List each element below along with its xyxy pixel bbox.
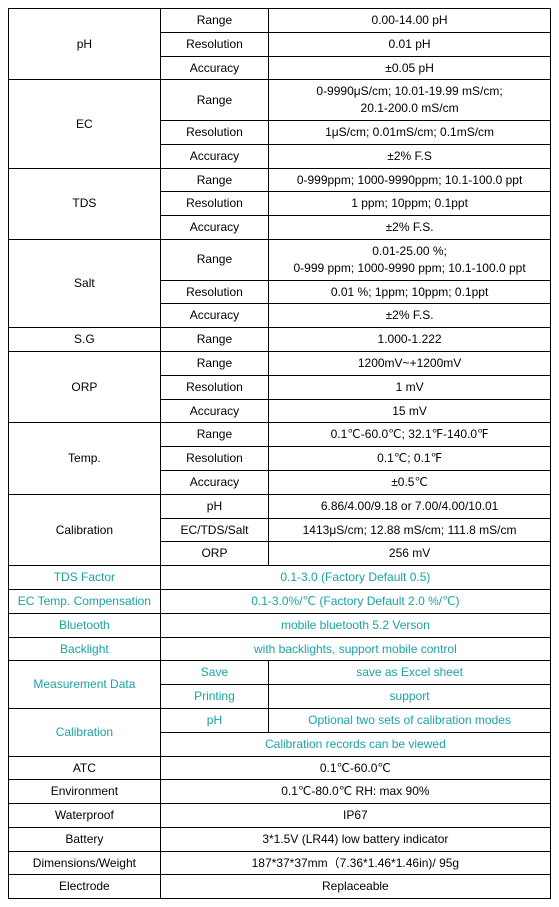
- calibration-ph-label: pH: [160, 494, 268, 518]
- ec-range-label: Range: [160, 80, 268, 121]
- calibration2-ph-value: Optional two sets of calibration modes: [269, 708, 551, 732]
- orp-range-value: 1200mV~+1200mV: [269, 351, 551, 375]
- ec-resolution-value: 1μS/cm; 0.01mS/cm; 0.1mS/cm: [269, 120, 551, 144]
- orp-resolution-label: Resolution: [160, 375, 268, 399]
- temp-label: Temp.: [9, 423, 161, 494]
- temp-resolution-value: 0.1℃; 0.1℉: [269, 447, 551, 471]
- calibration2-label: Calibration: [9, 708, 161, 756]
- ec-range-value: 0-9990μS/cm; 10.01-19.99 mS/cm;20.1-200.…: [269, 80, 551, 121]
- calibration-orp-value: 256 mV: [269, 542, 551, 566]
- waterproof-label: Waterproof: [9, 804, 161, 828]
- atc-value: 0.1℃-60.0℃: [160, 756, 550, 780]
- dimensions-label: Dimensions/Weight: [9, 851, 161, 875]
- environment-value: 0.1℃-80.0℃ RH: max 90%: [160, 780, 550, 804]
- tds-factor-label: TDS Factor: [9, 566, 161, 590]
- tds-range-value: 0-999ppm; 1000-9990ppm; 10.1-100.0 ppt: [269, 168, 551, 192]
- battery-label: Battery: [9, 827, 161, 851]
- ec-resolution-label: Resolution: [160, 120, 268, 144]
- orp-range-label: Range: [160, 351, 268, 375]
- tds-resolution-label: Resolution: [160, 192, 268, 216]
- environment-label: Environment: [9, 780, 161, 804]
- tds-label: TDS: [9, 168, 161, 239]
- ec-accuracy-label: Accuracy: [160, 144, 268, 168]
- tds-accuracy-label: Accuracy: [160, 216, 268, 240]
- measurement-data-print-label: Printing: [160, 685, 268, 709]
- tds-resolution-value: 1 ppm; 10ppm; 0.1ppt: [269, 192, 551, 216]
- salt-range-value: 0.01-25.00 %;0-999 ppm; 1000-9990 ppm; 1…: [269, 239, 551, 280]
- calibration2-records: Calibration records can be viewed: [160, 732, 550, 756]
- salt-resolution-label: Resolution: [160, 280, 268, 304]
- calibration-ects-value: 1413μS/cm; 12.88 mS/cm; 111.8 mS/cm: [269, 518, 551, 542]
- electrode-value: Replaceable: [160, 875, 550, 899]
- ph-accuracy-value: ±0.05 pH: [269, 56, 551, 80]
- ec-label: EC: [9, 80, 161, 168]
- spec-table: pH Range 0.00-14.00 pH Resolution 0.01 p…: [8, 8, 551, 899]
- atc-label: ATC: [9, 756, 161, 780]
- ph-resolution-label: Resolution: [160, 32, 268, 56]
- orp-accuracy-value: 15 mV: [269, 399, 551, 423]
- measurement-data-label: Measurement Data: [9, 661, 161, 709]
- ec-accuracy-value: ±2% F.S: [269, 144, 551, 168]
- backlight-label: Backlight: [9, 637, 161, 661]
- backlight-value: with backlights, support mobile control: [160, 637, 550, 661]
- salt-resolution-value: 0.01 %; 1ppm; 10ppm; 0.1ppt: [269, 280, 551, 304]
- orp-label: ORP: [9, 351, 161, 422]
- dimensions-value: 187*37*37mm（7.36*1.46*1.46in)/ 95g: [160, 851, 550, 875]
- calibration-ects-label: EC/TDS/Salt: [160, 518, 268, 542]
- ph-resolution-value: 0.01 pH: [269, 32, 551, 56]
- battery-value: 3*1.5V (LR44) low battery indicator: [160, 827, 550, 851]
- bluetooth-value: mobile bluetooth 5.2 Verson: [160, 613, 550, 637]
- ph-range-label: Range: [160, 9, 268, 33]
- calibration2-ph-label: pH: [160, 708, 268, 732]
- calibration-label: Calibration: [9, 494, 161, 565]
- bluetooth-label: Bluetooth: [9, 613, 161, 637]
- measurement-data-save-value: save as Excel sheet: [269, 661, 551, 685]
- tds-range-label: Range: [160, 168, 268, 192]
- sg-label: S.G: [9, 328, 161, 352]
- temp-accuracy-label: Accuracy: [160, 470, 268, 494]
- ph-label: pH: [9, 9, 161, 80]
- calibration-orp-label: ORP: [160, 542, 268, 566]
- temp-resolution-label: Resolution: [160, 447, 268, 471]
- calibration-ph-value: 6.86/4.00/9.18 or 7.00/4.00/10.01: [269, 494, 551, 518]
- sg-range-label: Range: [160, 328, 268, 352]
- temp-range-label: Range: [160, 423, 268, 447]
- tds-accuracy-value: ±2% F.S.: [269, 216, 551, 240]
- salt-range-label: Range: [160, 239, 268, 280]
- sg-range-value: 1.000-1.222: [269, 328, 551, 352]
- ph-accuracy-label: Accuracy: [160, 56, 268, 80]
- ph-range-value: 0.00-14.00 pH: [269, 9, 551, 33]
- measurement-data-save-label: Save: [160, 661, 268, 685]
- temp-range-value: 0.1℃-60.0℃; 32.1℉-140.0℉: [269, 423, 551, 447]
- orp-resolution-value: 1 mV: [269, 375, 551, 399]
- salt-accuracy-value: ±2% F.S.: [269, 304, 551, 328]
- electrode-label: Electrode: [9, 875, 161, 899]
- ec-temp-comp-value: 0.1-3.0%/℃ (Factory Default 2.0 %/℃): [160, 589, 550, 613]
- measurement-data-print-value: support: [269, 685, 551, 709]
- salt-accuracy-label: Accuracy: [160, 304, 268, 328]
- tds-factor-value: 0.1-3.0 (Factory Default 0.5): [160, 566, 550, 590]
- salt-label: Salt: [9, 239, 161, 327]
- orp-accuracy-label: Accuracy: [160, 399, 268, 423]
- ec-temp-comp-label: EC Temp. Compensation: [9, 589, 161, 613]
- waterproof-value: IP67: [160, 804, 550, 828]
- temp-accuracy-value: ±0.5℃: [269, 470, 551, 494]
